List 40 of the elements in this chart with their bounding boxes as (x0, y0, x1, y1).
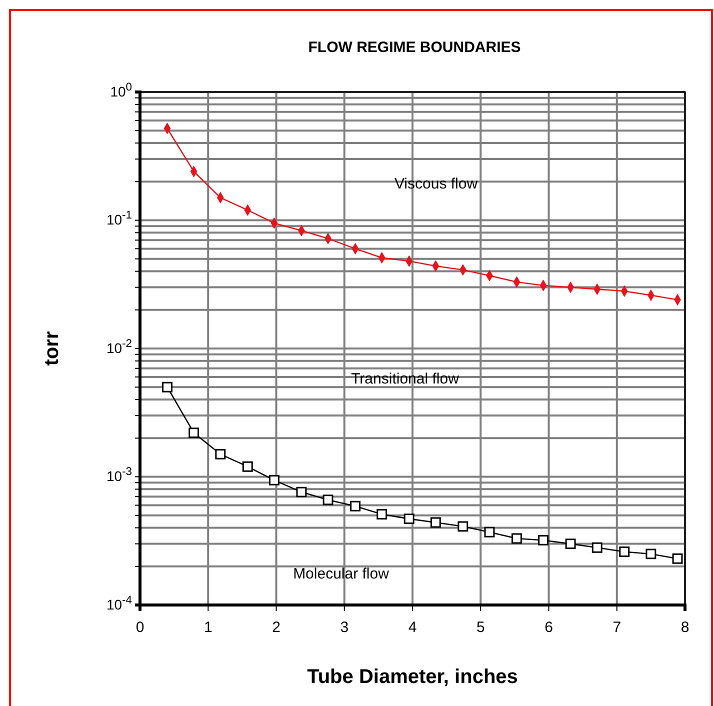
point (565, 538, 576, 550)
point (672, 553, 683, 564)
y-tick-label: 10$^{-2}$ (106, 338, 132, 356)
y-tick-label: 10$^{-3}$ (106, 466, 132, 484)
y-tick-label: 10$^{-1}$ (106, 210, 132, 228)
x-tick-label: 4 (408, 619, 417, 636)
x-axis-title: Tube Diameter, inches (307, 666, 518, 688)
point (458, 521, 468, 532)
point (188, 428, 200, 438)
point (350, 500, 360, 512)
point (619, 546, 630, 557)
point (268, 474, 280, 486)
x-tick-label: 1 (204, 619, 212, 636)
x-tick-label: 6 (544, 619, 553, 636)
x-tick-label: 0 (136, 619, 144, 636)
point (215, 448, 226, 460)
point (242, 461, 253, 472)
y-axis-title: torr (41, 331, 63, 366)
point (512, 533, 522, 544)
x-tick-label: 7 (612, 619, 622, 636)
point (322, 494, 334, 506)
y-tick-label: 10$^{-4}$ (106, 594, 132, 612)
point (376, 509, 388, 520)
point (296, 486, 307, 498)
point (646, 548, 656, 560)
point (592, 542, 602, 553)
point (162, 382, 172, 392)
chart-title: FLOW REGIME BOUNDARIES (308, 39, 521, 56)
point (484, 526, 495, 538)
annotation: Viscous flow (394, 175, 478, 192)
annotation: Transitional flow (351, 370, 460, 388)
x-tick-label: 5 (476, 619, 485, 636)
point (430, 517, 441, 528)
x-tick-label: 2 (272, 619, 280, 636)
annotation: Molecular flow (293, 565, 390, 582)
x-tick-label: 3 (340, 619, 349, 636)
point (538, 534, 549, 546)
y-tick-label: 10$^{0}$ (110, 81, 132, 100)
x-tick-label: 8 (680, 619, 690, 636)
point (404, 514, 414, 524)
